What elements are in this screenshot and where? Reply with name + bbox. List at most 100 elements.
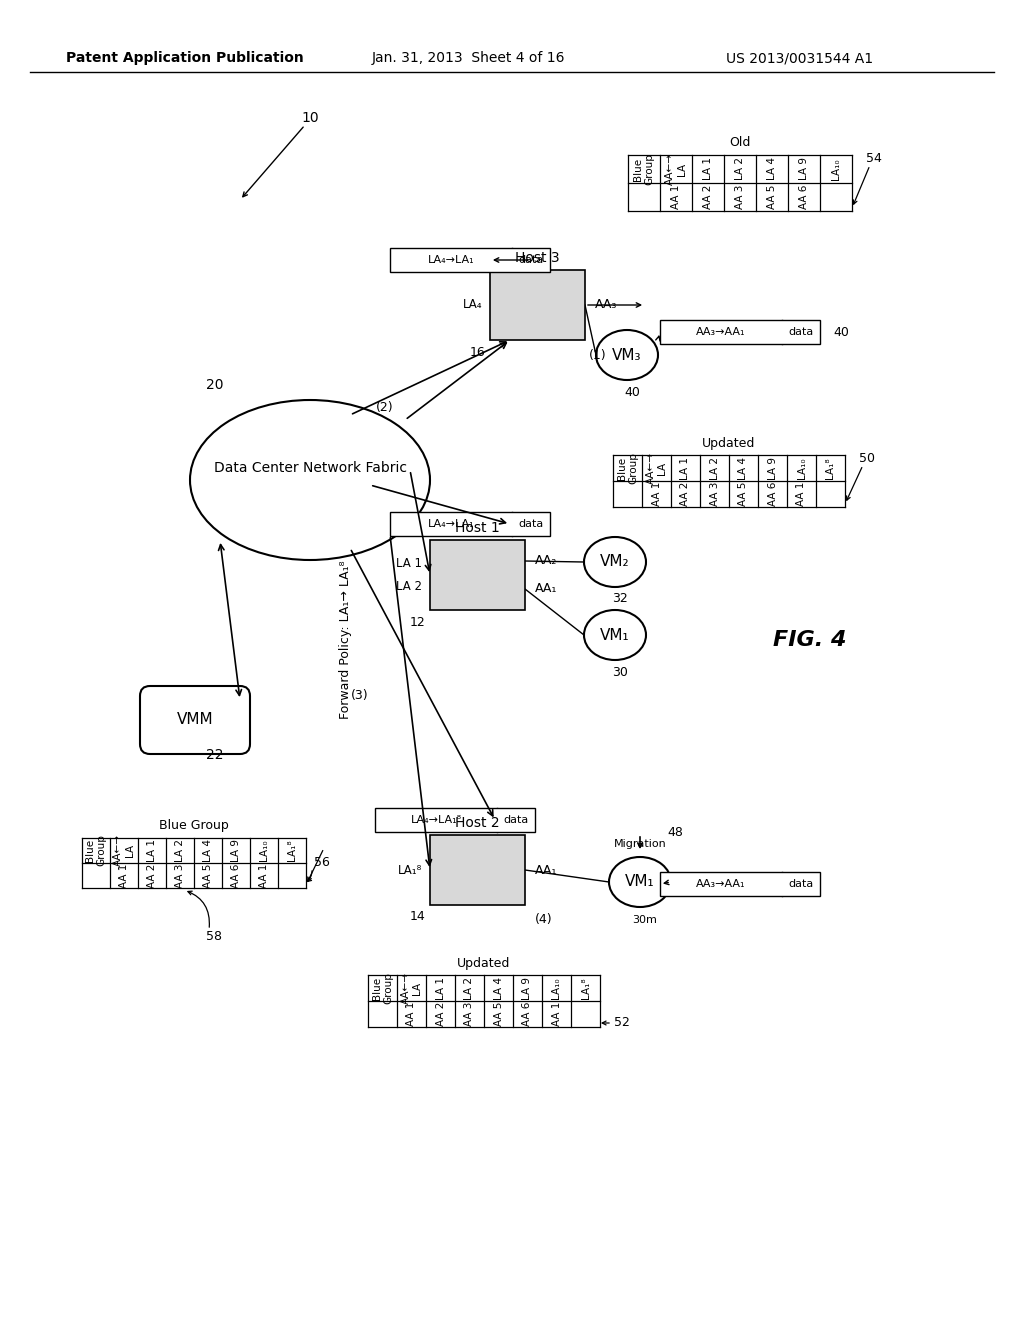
Text: LA 9: LA 9 [768,457,777,479]
Text: 22: 22 [206,748,224,762]
Text: LA 4: LA 4 [767,157,777,181]
Text: VM₂: VM₂ [600,554,630,569]
Text: AA 1: AA 1 [671,185,681,209]
Text: LA₄: LA₄ [463,298,482,312]
Text: VM₃: VM₃ [612,347,642,363]
Text: LA 2: LA 2 [735,157,745,181]
Text: AA 3: AA 3 [465,1002,474,1026]
Ellipse shape [190,400,430,560]
Text: LA 4: LA 4 [738,457,749,479]
Text: AA₃→AA₁: AA₃→AA₁ [696,879,745,888]
Text: data: data [518,255,544,265]
Bar [490,271,585,341]
Text: 40: 40 [624,385,640,399]
Text: Jan. 31, 2013  Sheet 4 of 16: Jan. 31, 2013 Sheet 4 of 16 [372,51,565,65]
Text: LA₄→LA₁: LA₄→LA₁ [428,255,474,265]
Text: FIG. 4: FIG. 4 [773,630,847,649]
Ellipse shape [584,537,646,587]
Text: 52: 52 [614,1016,630,1030]
Text: AA 2: AA 2 [681,482,690,506]
Text: AA 1: AA 1 [119,863,129,887]
Text: AA₁: AA₁ [535,582,557,595]
Text: LA₁⁸: LA₁⁸ [287,840,297,862]
Text: AA 5: AA 5 [738,482,749,506]
Text: AA₃: AA₃ [595,298,617,312]
Text: Host 2: Host 2 [456,816,500,830]
Text: 54: 54 [866,153,882,165]
Text: AA 6: AA 6 [768,482,777,506]
Bar [430,836,525,906]
Text: data: data [788,327,814,337]
Text: AA 6: AA 6 [522,1002,532,1026]
Text: AA←→
LA: AA←→ LA [114,834,135,866]
Text: Blue
Group: Blue Group [633,153,654,185]
Text: Blue
Group: Blue Group [85,834,106,866]
Text: Migration: Migration [613,840,667,849]
Text: Patent Application Publication: Patent Application Publication [67,51,304,65]
Bar [390,512,550,536]
Text: (3): (3) [351,689,369,701]
Text: Blue
Group: Blue Group [616,451,638,484]
Bar [390,248,550,272]
Bar [375,808,535,832]
Text: AA₂: AA₂ [535,554,557,568]
Text: LA 2: LA 2 [175,840,185,862]
Text: Forward Policy: LA₁→ LA₁⁸: Forward Policy: LA₁→ LA₁⁸ [339,561,351,719]
Text: data: data [504,814,528,825]
Text: AA 3: AA 3 [710,482,720,506]
Text: AA 6: AA 6 [231,863,241,887]
Ellipse shape [609,857,671,907]
Text: 56: 56 [314,857,330,870]
Text: LA₁₀: LA₁₀ [831,158,841,180]
Bar [660,873,820,896]
Bar [660,319,820,345]
Text: 10: 10 [301,111,318,125]
Text: Blue
Group: Blue Group [372,972,393,1005]
Text: AA←→
LA: AA←→ LA [646,451,668,484]
Text: AA 3: AA 3 [735,185,745,209]
Text: LA 1: LA 1 [703,157,713,181]
Text: AA₃→AA₁: AA₃→AA₁ [696,327,745,337]
Text: 40: 40 [833,326,849,338]
Text: LA₁₀: LA₁₀ [259,840,269,862]
Text: AA←→
LA: AA←→ LA [400,972,422,1005]
Text: LA 1: LA 1 [147,840,157,862]
Text: LA₄→LA₁⁸: LA₄→LA₁⁸ [411,814,462,825]
Text: LA₁⁸: LA₁⁸ [397,863,422,876]
Text: AA 5: AA 5 [767,185,777,209]
Text: LA₁⁸: LA₁⁸ [825,457,836,479]
Text: 20: 20 [206,378,224,392]
Text: Old: Old [729,136,751,149]
Text: Data Center Network Fabric: Data Center Network Fabric [213,461,407,475]
Text: AA 3: AA 3 [175,863,185,887]
Text: data: data [788,879,814,888]
Text: LA 2: LA 2 [396,581,422,593]
Text: LA₁₀: LA₁₀ [797,457,807,479]
Text: AA 2: AA 2 [703,185,713,209]
FancyBboxPatch shape [140,686,250,754]
Text: AA 1: AA 1 [552,1002,561,1026]
Text: VM₁: VM₁ [626,874,654,890]
Text: LA 4: LA 4 [494,977,504,999]
Text: AA 5: AA 5 [203,863,213,887]
Ellipse shape [584,610,646,660]
Bar [430,540,525,610]
Text: AA 2: AA 2 [147,863,157,887]
Text: AA₁: AA₁ [535,863,557,876]
Text: Blue Group: Blue Group [159,820,229,833]
Text: AA 6: AA 6 [799,185,809,209]
Text: AA←→
LA: AA←→ LA [666,153,687,185]
Text: 50: 50 [859,453,874,466]
Text: (4): (4) [535,913,553,927]
Text: LA 1: LA 1 [396,557,422,570]
Text: AA 2: AA 2 [435,1002,445,1026]
Text: US 2013/0031544 A1: US 2013/0031544 A1 [726,51,873,65]
Text: Updated: Updated [458,957,511,969]
Text: 16: 16 [469,346,485,359]
Text: LA 2: LA 2 [710,457,720,479]
Text: AA 1: AA 1 [259,863,269,887]
Text: 32: 32 [612,593,628,606]
Text: AA 1: AA 1 [407,1002,417,1026]
Text: 48: 48 [667,825,683,838]
Text: Host 1: Host 1 [455,521,500,535]
